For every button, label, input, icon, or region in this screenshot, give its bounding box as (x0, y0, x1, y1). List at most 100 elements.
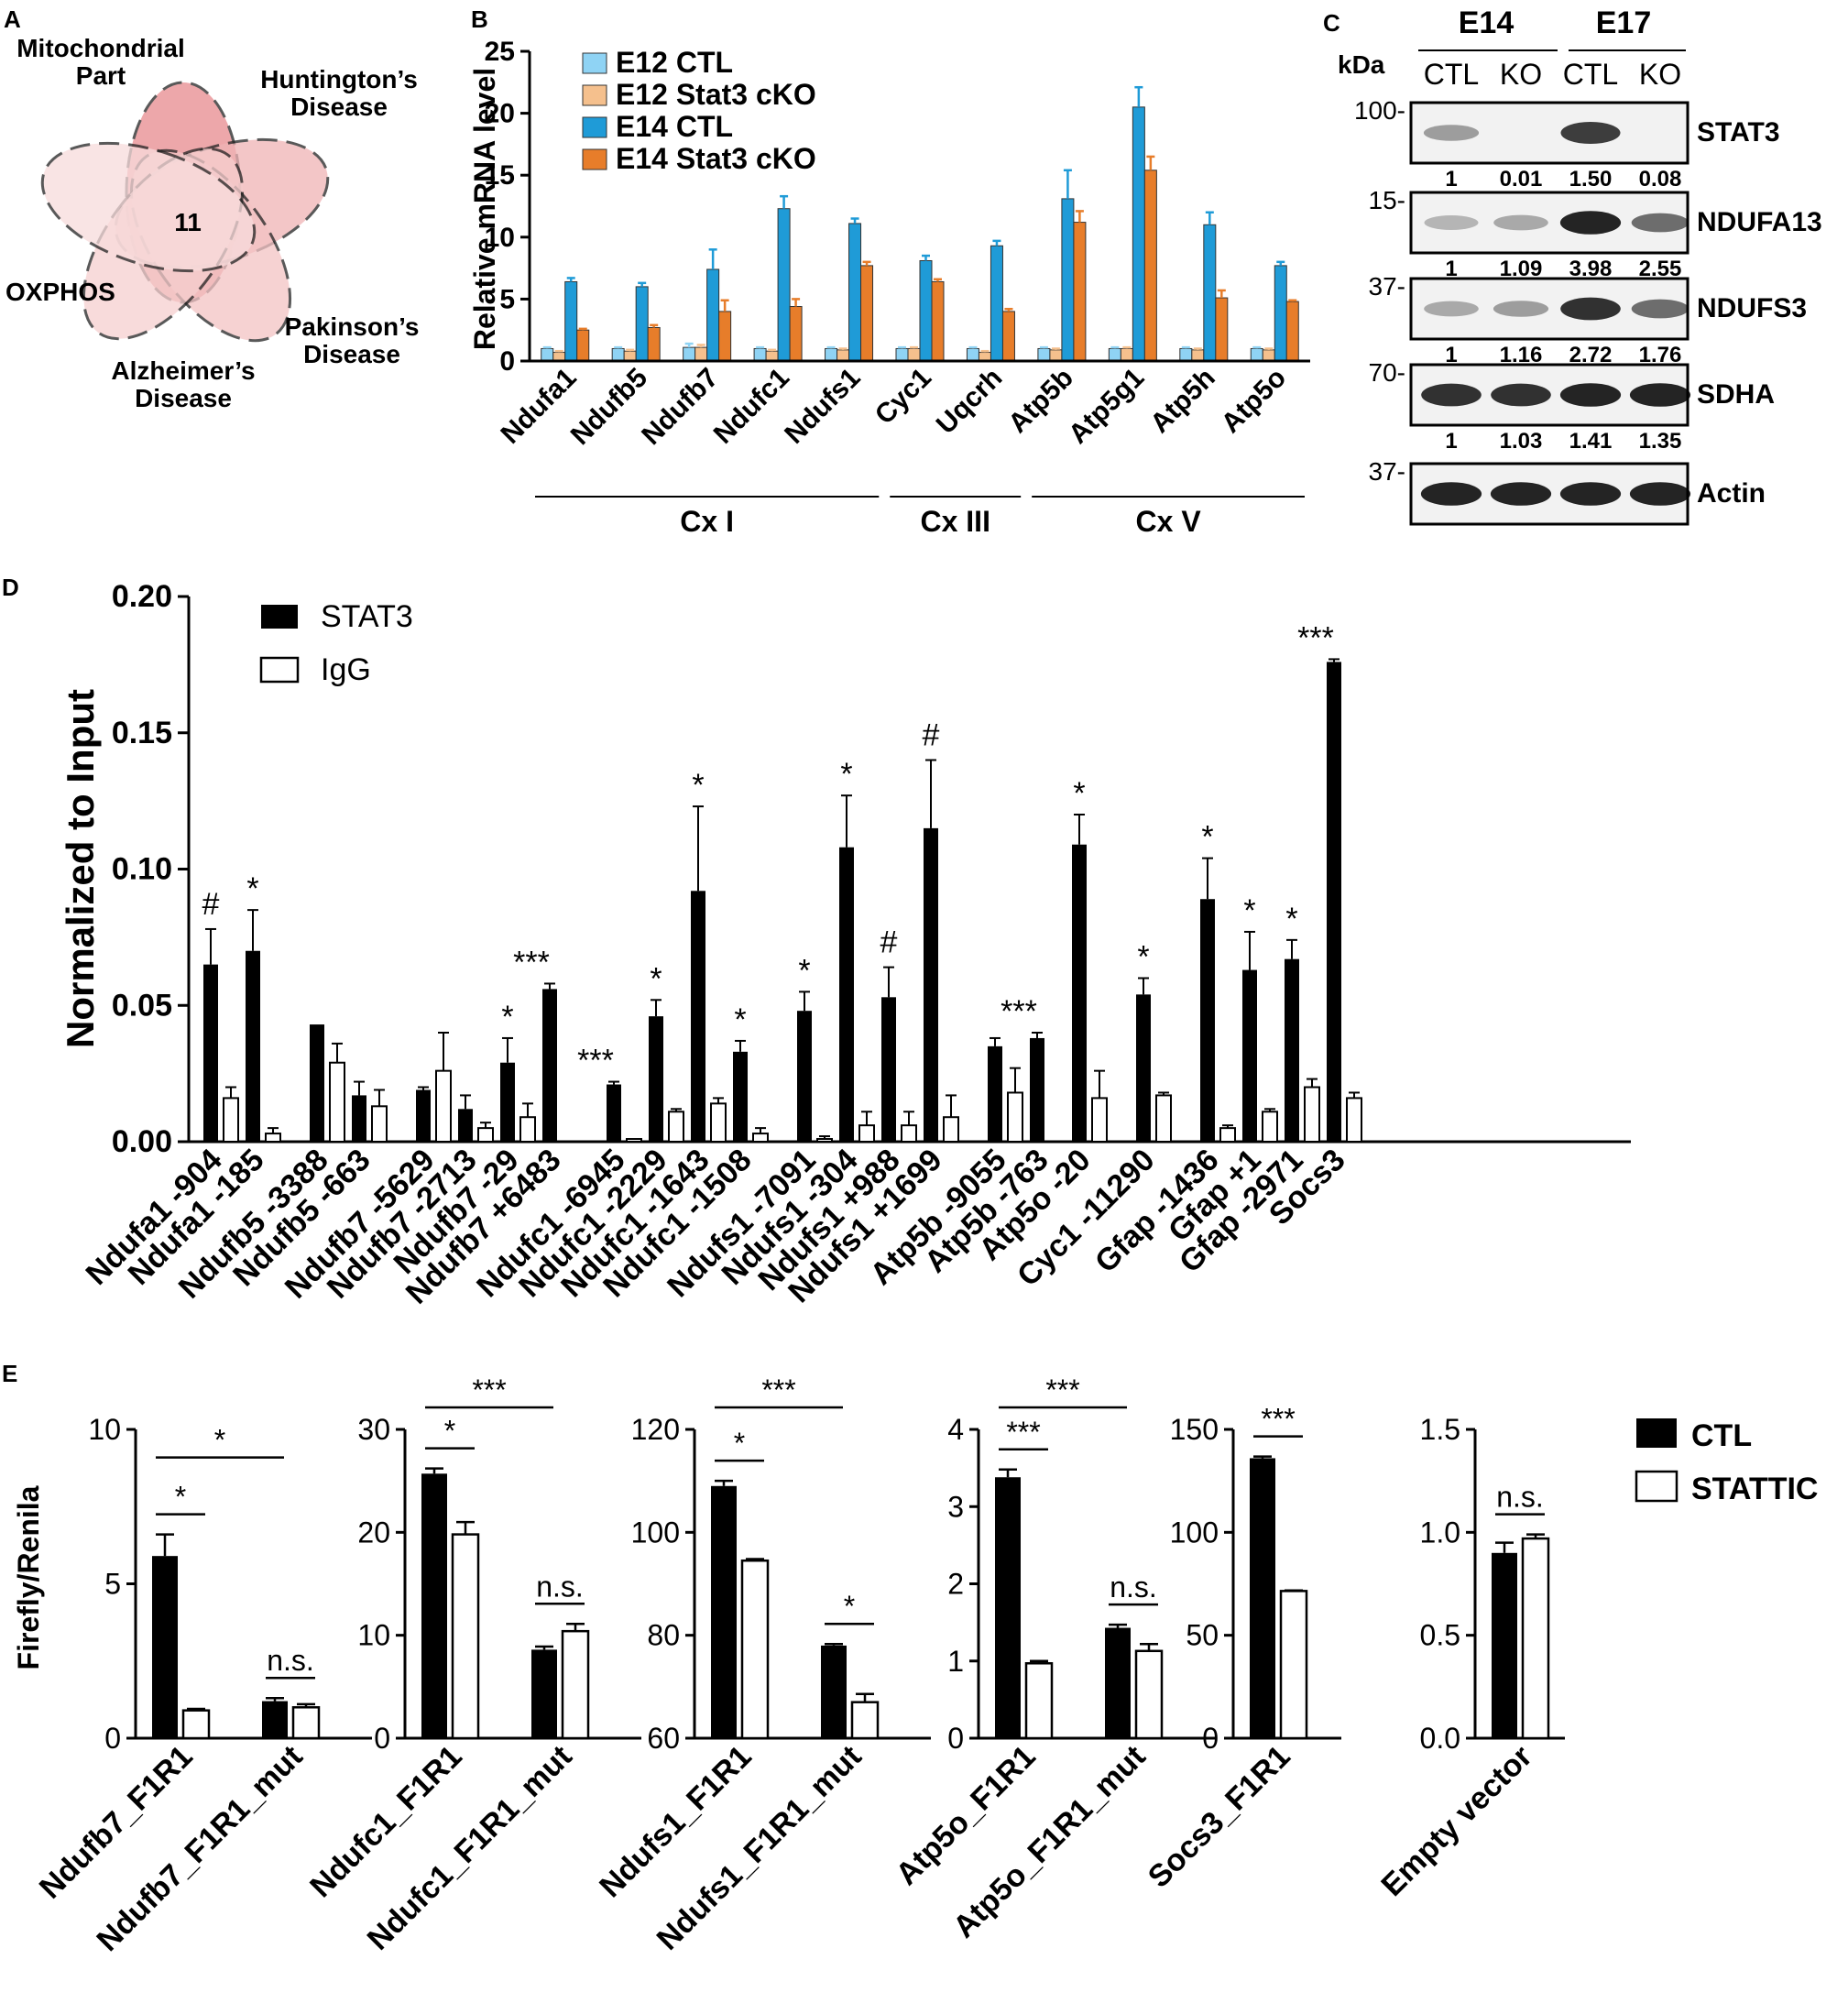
y-tick-label-b: 15 (485, 160, 515, 191)
bar-igg (943, 1116, 959, 1143)
complex-label-b: Cx V (1136, 505, 1202, 538)
bar-ctl (1250, 1458, 1275, 1738)
y-tick-label-e: 20 (357, 1516, 390, 1549)
y-tick-label-e: 0.0 (1420, 1722, 1460, 1755)
significance-e: *** (1006, 1416, 1040, 1449)
bar-b (966, 347, 979, 362)
quant-value: 1 (1445, 343, 1457, 367)
category-label-b: Ndufs1 (779, 363, 866, 450)
bar-b (1061, 198, 1075, 362)
bar-b (647, 326, 661, 362)
blot-band (1629, 383, 1691, 407)
venn-label-mitochondrial: Mitochondrial Part (16, 34, 185, 90)
legend-label-ctl: CTL (1691, 1418, 1752, 1453)
blot-band (1490, 482, 1552, 506)
bar-b (564, 280, 578, 362)
bar-b (895, 347, 909, 362)
kda-marker: 100- (1354, 96, 1405, 125)
category-label-b: Atp5o (1216, 363, 1292, 439)
bar-ctl (1105, 1627, 1131, 1738)
significance-d: # (202, 887, 220, 922)
lane-label: CTL (1424, 58, 1479, 91)
bar-ctl (711, 1485, 737, 1738)
venn-set-oxphos (40, 141, 257, 273)
significance-e: * (175, 1481, 186, 1514)
bar-igg (329, 1061, 345, 1143)
bar-b (1143, 170, 1157, 362)
y-tick-label-e: 0 (374, 1722, 390, 1755)
bar-b (1049, 349, 1063, 362)
quant-value: 1.50 (1569, 167, 1613, 192)
y-axis-title-d: Normalized to Input (59, 689, 102, 1048)
blot-band (1560, 297, 1621, 321)
blot-band (1421, 383, 1482, 407)
significance-d: *** (1001, 994, 1037, 1029)
significance-d: # (880, 925, 898, 960)
y-tick-label-b: 10 (485, 223, 515, 253)
category-label-e: Socs3_F1R1 (1142, 1739, 1297, 1895)
bar-stat3 (797, 1011, 812, 1142)
bar-igg (265, 1133, 281, 1143)
bar-b (718, 311, 732, 362)
legend-swatch-b (582, 148, 607, 170)
bar-b (860, 265, 874, 362)
blot-band (1559, 383, 1622, 407)
bar-b (1179, 347, 1193, 362)
legend-label-b: E14 CTL (616, 110, 733, 143)
y-tick-label-e: 100 (1170, 1516, 1219, 1549)
legend-label-igg: IgG (321, 652, 371, 687)
lane-label: CTL (1563, 58, 1618, 91)
panel-c-western-blot: E14 E17 kDa CTL KO CTL KO 100- STAT3 1 0.01 1.50 0.0… (1338, 5, 1822, 526)
group-label-e17: E17 (1596, 5, 1652, 40)
venn-label-pakinson: Pakinson’s Disease (285, 312, 420, 368)
bar-igg (1262, 1111, 1278, 1144)
bar-stattic (181, 1709, 211, 1740)
blot-band (1424, 301, 1479, 317)
bar-stat3 (733, 1051, 748, 1142)
significance-d: *** (1297, 620, 1334, 655)
category-label-b: Ndufb5 (565, 363, 653, 451)
complex-label-b: Cx I (680, 505, 734, 538)
kda-marker: 15- (1369, 186, 1405, 214)
legend-label-stat3: STAT3 (321, 599, 413, 634)
blot-band (1631, 213, 1689, 233)
bar-ctl (995, 1477, 1021, 1738)
bar-b (706, 268, 720, 362)
bar-b (1191, 349, 1205, 362)
significance-d: *** (577, 1044, 614, 1078)
bar-ctl (1492, 1552, 1517, 1738)
category-label-b: Ndufb7 (636, 363, 724, 451)
blot-band (1559, 482, 1622, 506)
significance-d: * (650, 961, 662, 996)
bar-ctl (531, 1649, 557, 1738)
bar-b (789, 306, 803, 362)
legend-swatch-ctl (1636, 1418, 1677, 1448)
y-tick-label-e: 30 (357, 1413, 390, 1446)
blot-band (1493, 301, 1549, 317)
bar-stat3 (1242, 969, 1257, 1142)
y-tick-label-d: 0.00 (112, 1124, 172, 1159)
panel-label-b: B (471, 5, 488, 33)
bar-stat3 (500, 1062, 515, 1142)
y-tick-label-e: 50 (1186, 1619, 1219, 1652)
bar-stat3 (203, 964, 218, 1142)
y-tick-label-e: 0 (104, 1722, 121, 1755)
significance-e: *** (1261, 1403, 1295, 1436)
significance-d: # (923, 718, 940, 753)
significance-e: * (444, 1415, 455, 1448)
bar-b (825, 347, 838, 362)
venn-label-oxphos: OXPHOS (5, 278, 115, 306)
bar-stat3 (607, 1084, 621, 1142)
kda-marker: 37- (1369, 272, 1405, 301)
blot-band (1493, 214, 1548, 231)
bar-b (990, 245, 1003, 362)
y-tick-label-d: 0.10 (112, 852, 172, 887)
bar-b (777, 208, 791, 362)
bar-igg (223, 1097, 239, 1144)
panel-d-chart: 0.00 0.05 0.10 0.15 0.20 Normalized to Input S… (59, 579, 1631, 1311)
bar-stat3 (416, 1089, 431, 1142)
bar-b (753, 347, 767, 362)
bar-b (837, 349, 850, 362)
y-tick-label-e: 60 (647, 1722, 680, 1755)
